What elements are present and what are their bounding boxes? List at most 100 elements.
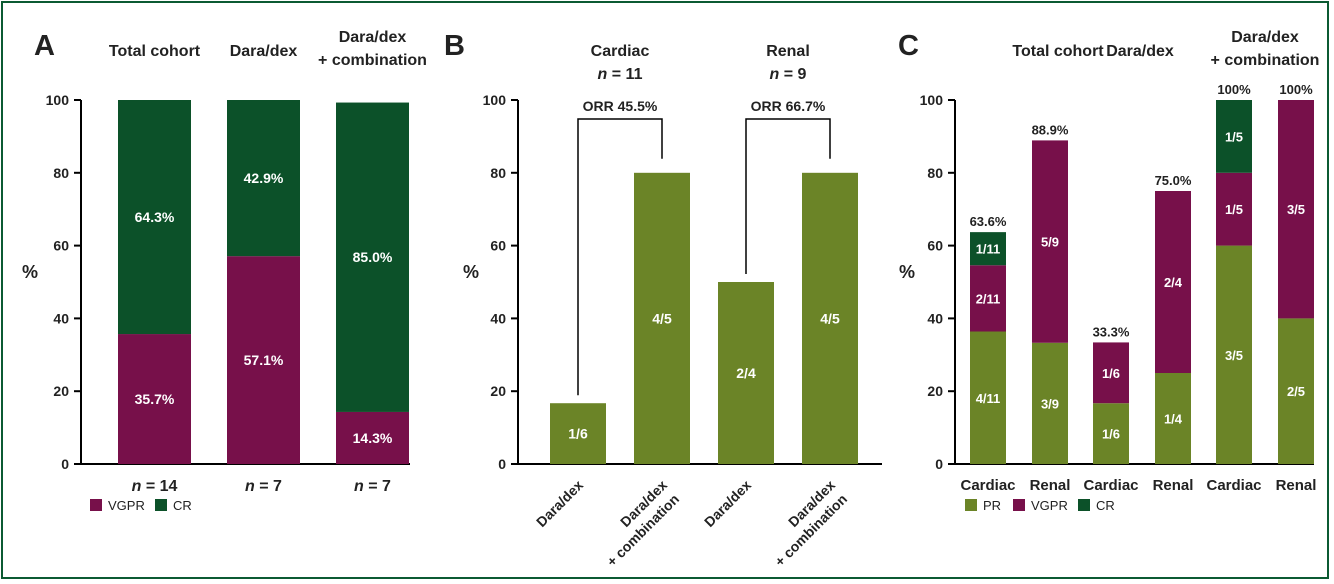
panel-b-group-title: Cardiac bbox=[591, 43, 650, 60]
panel-a-data-label: 35.7% bbox=[135, 391, 175, 407]
panel-b-group-n: n = 11 bbox=[598, 66, 643, 83]
panel-c-data-label: 1/5 bbox=[1225, 129, 1243, 144]
panel-a-y-tick-label: 100 bbox=[46, 92, 70, 108]
panel-a-n-label: n = 7 bbox=[245, 478, 282, 495]
panel-a-y-axis-label: % bbox=[22, 262, 38, 282]
panel-c-data-label: 1/6 bbox=[1102, 366, 1120, 381]
legend-cr-swatch bbox=[1078, 499, 1090, 511]
panel-c-total-label: 63.6% bbox=[970, 214, 1007, 229]
panel-c-column-header: Total cohort bbox=[1012, 43, 1104, 60]
legend-cr-swatch bbox=[155, 499, 167, 511]
panel-c-bar-cr bbox=[1216, 100, 1252, 173]
panel-b-data-label: 4/5 bbox=[652, 310, 672, 326]
panel-b-data-label: 4/5 bbox=[820, 310, 840, 326]
panel-c-bar-cr bbox=[970, 232, 1006, 266]
panel-c-category-label: Renal bbox=[1276, 477, 1317, 494]
panel-c-bar-pr bbox=[1216, 245, 1252, 464]
panel-a-bar-vgpr bbox=[118, 334, 191, 464]
panel-b-group-n: n = 9 bbox=[770, 66, 807, 83]
panel-a-y-tick-label: 20 bbox=[53, 383, 69, 399]
panel-a-y-tick-label: 60 bbox=[53, 238, 69, 254]
panel-c-y-tick-label: 80 bbox=[927, 165, 943, 181]
panel-c-data-label: 4/11 bbox=[976, 391, 1001, 406]
legend-pr-swatch bbox=[965, 499, 977, 511]
panel-c-total-label: 100% bbox=[1279, 82, 1313, 97]
panel-b-y-tick-label: 0 bbox=[498, 456, 506, 472]
legend-vgpr-swatch bbox=[90, 499, 102, 511]
panel-a-column-header: Total cohort bbox=[109, 43, 201, 60]
panel-c-total-label: 100% bbox=[1217, 82, 1251, 97]
panel-a-n-label: n = 14 bbox=[132, 478, 178, 495]
panel-c-y-tick-label: 0 bbox=[935, 456, 943, 472]
panel-a-data-label: 85.0% bbox=[353, 249, 393, 265]
panel-b-orr-bracket bbox=[577, 118, 663, 396]
panel-c-data-label: 5/9 bbox=[1041, 235, 1059, 250]
panel-label-a: A bbox=[34, 30, 55, 62]
panel-a-column-header: Dara/dex bbox=[230, 43, 298, 60]
panel-c-y-tick-label: 40 bbox=[927, 310, 943, 326]
panel-b-category-label: Dara/dex bbox=[533, 477, 586, 530]
panel-b-bar bbox=[634, 172, 690, 465]
panel-c-bar-vgpr bbox=[1155, 191, 1191, 373]
panel-c-category-label: Renal bbox=[1153, 477, 1194, 494]
panel-a-bar-vgpr bbox=[227, 256, 300, 464]
panel-c-bar-pr bbox=[970, 331, 1006, 464]
panel-a-column-header: + combination bbox=[318, 52, 427, 69]
legend-vgpr-swatch bbox=[1013, 499, 1025, 511]
panel-c-total-label: 75.0% bbox=[1155, 173, 1192, 188]
panel-b-y-tick-label: 60 bbox=[490, 238, 506, 254]
panel-c-y-axis-label: % bbox=[899, 262, 915, 282]
legend-vgpr-label: VGPR bbox=[1031, 498, 1068, 513]
panel-c-data-label: 1/6 bbox=[1102, 427, 1120, 442]
panel-b-category-label: Dara/dex bbox=[701, 477, 754, 530]
panel-c-bar-vgpr bbox=[1216, 172, 1252, 246]
panel-b-bar bbox=[802, 172, 858, 465]
panel-c-category-label: Renal bbox=[1030, 477, 1071, 494]
legend-vgpr-label: VGPR bbox=[108, 498, 145, 513]
panel-c-bar-pr bbox=[1032, 342, 1068, 464]
panel-b-y-tick-label: 80 bbox=[490, 165, 506, 181]
legend-cr-label: CR bbox=[173, 498, 192, 513]
panel-b-group-title: Renal bbox=[766, 43, 810, 60]
panel-c-data-label: 2/5 bbox=[1287, 384, 1305, 399]
panel-a-data-label: 64.3% bbox=[135, 209, 175, 225]
panel-b-data-label: 2/4 bbox=[736, 365, 756, 381]
panel-b-y-axis-label: % bbox=[463, 262, 479, 282]
panel-c-data-label: 1/4 bbox=[1164, 412, 1183, 427]
panel-c-category-label: Cardiac bbox=[960, 477, 1015, 494]
panel-a-bar-cr bbox=[118, 100, 191, 335]
panel-c-data-label: 3/5 bbox=[1287, 202, 1305, 217]
panel-a-data-label: 57.1% bbox=[244, 352, 284, 368]
panel-b-bar bbox=[718, 282, 774, 464]
panel-a-y-tick-label: 0 bbox=[61, 456, 69, 472]
panel-a-data-label: 42.9% bbox=[244, 170, 284, 186]
panel-c-bar-pr bbox=[1155, 373, 1191, 464]
panel-a-y-tick-label: 40 bbox=[53, 310, 69, 326]
panel-a-data-label: 14.3% bbox=[353, 430, 393, 446]
panel-a-n-label: n = 7 bbox=[354, 478, 391, 495]
panel-c-bar-pr bbox=[1278, 318, 1314, 464]
panel-c-total-label: 88.9% bbox=[1032, 122, 1069, 137]
panel-label-c: C bbox=[898, 30, 919, 62]
panel-c-data-label: 2/4 bbox=[1164, 275, 1183, 290]
panel-c-data-label: 2/11 bbox=[976, 291, 1001, 306]
panel-c-data-label: 1/11 bbox=[976, 242, 1001, 257]
panel-a-chart: 0 20 40 60 80 100 Total cohort Dara/dex Dara/dex… bbox=[46, 29, 427, 513]
panel-c-column-header: + combination bbox=[1211, 52, 1320, 69]
panel-c-bar-vgpr bbox=[1093, 342, 1129, 404]
panel-c-total-label: 33.3% bbox=[1093, 324, 1130, 339]
panel-c-data-label: 3/9 bbox=[1041, 396, 1059, 411]
panel-c-bar-vgpr bbox=[1032, 140, 1068, 343]
panel-c-y-tick-label: 100 bbox=[920, 92, 944, 108]
panel-c-y-tick-label: 60 bbox=[927, 238, 943, 254]
panel-b-bar bbox=[550, 403, 606, 464]
panel-b-orr-bracket bbox=[745, 118, 831, 274]
panel-a-y-tick-label: 80 bbox=[53, 165, 69, 181]
panel-c-category-label: Cardiac bbox=[1206, 477, 1261, 494]
legend-cr-label: CR bbox=[1096, 498, 1115, 513]
panel-a-bar-cr bbox=[227, 100, 300, 257]
panel-a-bar-cr bbox=[336, 102, 409, 412]
panel-c-bar-vgpr bbox=[1278, 100, 1314, 319]
